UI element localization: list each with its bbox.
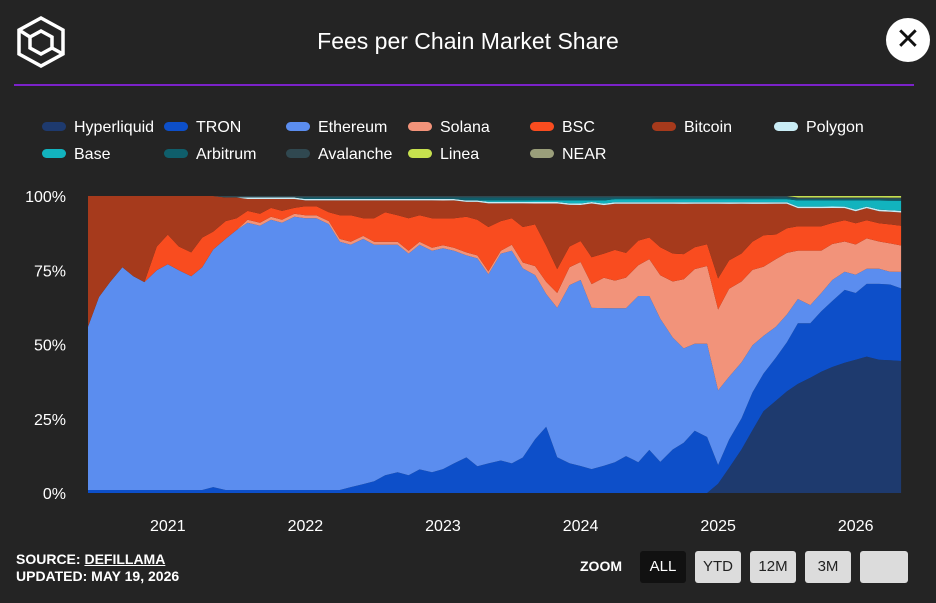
- legend-swatch: [286, 122, 310, 132]
- series-area-linea[interactable]: [88, 196, 902, 198]
- y-tick-label: 0%: [43, 486, 66, 503]
- legend-item-avalanche[interactable]: Avalanche: [286, 145, 392, 165]
- legend-swatch: [164, 122, 188, 132]
- legend-item-hyperliquid[interactable]: Hyperliquid: [42, 118, 154, 138]
- legend-swatch: [408, 122, 432, 132]
- legend-swatch: [42, 122, 66, 132]
- x-tick-label: 2025: [700, 518, 736, 535]
- legend-item-tron[interactable]: TRON: [164, 118, 241, 138]
- x-tick-label: 2024: [563, 518, 599, 535]
- legend-item-bsc[interactable]: BSC: [530, 118, 595, 138]
- series-area-arbitrum[interactable]: [88, 196, 902, 201]
- legend-label: Polygon: [806, 119, 864, 136]
- legend-swatch: [164, 149, 188, 159]
- legend-swatch: [774, 122, 798, 132]
- series-area-ethereum[interactable]: [88, 216, 902, 491]
- legend-item-near[interactable]: NEAR: [530, 145, 606, 165]
- legend-label: Ethereum: [318, 119, 388, 136]
- legend-label: Hyperliquid: [74, 119, 155, 136]
- legend-label: Arbitrum: [196, 146, 257, 163]
- legend-item-solana[interactable]: Solana: [408, 118, 490, 138]
- legend-label: Avalanche: [318, 146, 393, 163]
- x-tick-label: 2022: [288, 518, 324, 535]
- legend-item-base[interactable]: Base: [42, 145, 110, 165]
- y-tick-label: 75%: [34, 263, 66, 280]
- close-icon[interactable]: ✕: [895, 23, 921, 56]
- legend-item-linea[interactable]: Linea: [408, 145, 479, 165]
- legend-label: Bitcoin: [684, 119, 733, 136]
- zoom-12m-button[interactable]: 12M: [750, 551, 796, 583]
- x-tick-label: 2026: [838, 518, 874, 535]
- series-area-bsc[interactable]: [88, 206, 902, 327]
- source-link[interactable]: DEFILLAMA: [84, 551, 166, 567]
- legend-label: Base: [74, 146, 111, 163]
- cube-logo-icon[interactable]: [14, 15, 68, 69]
- legend-label: Solana: [440, 119, 490, 136]
- zoom-3m-button[interactable]: 3M: [805, 551, 851, 583]
- legend-item-arbitrum[interactable]: Arbitrum: [164, 145, 256, 165]
- series-area-avalanche[interactable]: [88, 196, 902, 200]
- legend-swatch: [652, 122, 676, 132]
- source-note: SOURCE: DEFILLAMA UPDATED: MAY 19, 2026: [16, 551, 179, 585]
- zoom-label: ZOOM: [580, 558, 622, 574]
- zoom-ytd-button[interactable]: YTD: [695, 551, 741, 583]
- area-chart: 0% 25% 50% 75% 100% 2021 2022 2023 2024 2025 2026: [25, 189, 902, 535]
- source-label: SOURCE:: [16, 551, 81, 567]
- series-area-tron[interactable]: [88, 283, 902, 493]
- close-button[interactable]: ✕: [886, 18, 930, 62]
- legend-item-polygon[interactable]: Polygon: [774, 118, 864, 138]
- header: Fees per Chain Market Share ✕: [0, 0, 936, 86]
- legend-label: NEAR: [562, 146, 607, 163]
- legend-swatch: [530, 122, 554, 132]
- zoom-range-button[interactable]: [860, 551, 908, 583]
- x-tick-label: 2023: [425, 518, 461, 535]
- legend-item-ethereum[interactable]: Ethereum: [286, 118, 387, 138]
- zoom-all-button[interactable]: ALL: [640, 551, 686, 583]
- legend-swatch: [530, 149, 554, 159]
- legend-swatch: [42, 149, 66, 159]
- page-title: Fees per Chain Market Share: [317, 28, 619, 54]
- legend-swatch: [286, 149, 310, 159]
- y-tick-label: 100%: [25, 189, 66, 206]
- legend-label: BSC: [562, 119, 595, 136]
- series-area-bitcoin[interactable]: [88, 196, 902, 327]
- legend-swatch: [408, 149, 432, 159]
- updated-date: UPDATED: MAY 19, 2026: [16, 568, 180, 584]
- header-divider: [14, 84, 914, 86]
- series-area-solana[interactable]: [88, 213, 902, 391]
- y-tick-label: 50%: [34, 338, 66, 355]
- series-area-hyperliquid[interactable]: [88, 356, 902, 493]
- legend-label: Linea: [440, 146, 480, 163]
- y-tick-label: 25%: [34, 412, 66, 429]
- x-tick-label: 2021: [150, 518, 186, 535]
- legend-label: TRON: [196, 119, 242, 136]
- legend-item-bitcoin[interactable]: Bitcoin: [652, 118, 732, 138]
- series-area-base[interactable]: [88, 196, 902, 211]
